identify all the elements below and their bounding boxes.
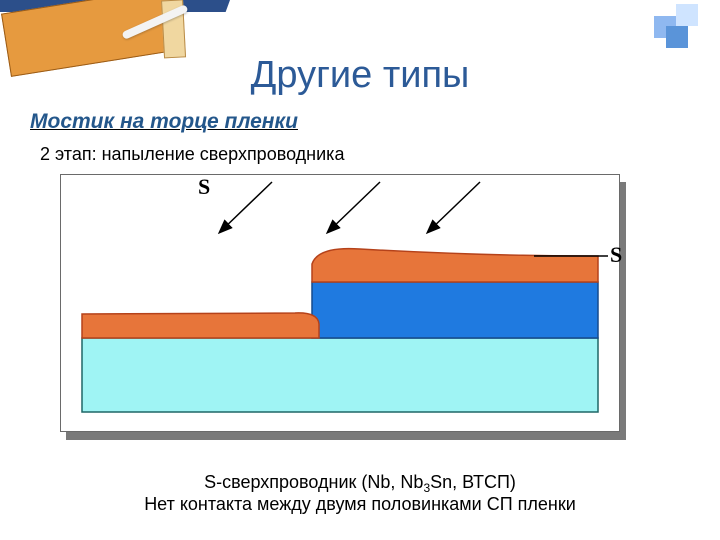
slide-subtitle: Мостик на торце пленки — [30, 110, 298, 134]
label-s-top: S — [198, 174, 210, 200]
label-s-right-text: S — [610, 242, 622, 267]
caption-line-1: S-сверхпроводник (Nb, Nb3Sn, ВТСП) — [0, 472, 720, 495]
label-s-right: S — [610, 242, 622, 268]
caption1-prefix: S-сверхпроводник (Nb, Nb — [204, 472, 423, 492]
diagram: S S — [60, 174, 620, 436]
slide: Другие типы Мостик на торце пленки 2 эта… — [0, 0, 720, 540]
caption2-text: Нет контакта между двумя половинками СП … — [144, 494, 576, 514]
step-text: 2 этап: напыление сверхпроводника — [40, 144, 344, 165]
diagram-svg — [60, 174, 620, 432]
step-text-value: 2 этап: напыление сверхпроводника — [40, 144, 344, 164]
caption1-tail: Sn, ВТСП) — [430, 472, 516, 492]
slide-title-text: Другие типы — [251, 54, 470, 96]
label-s-top-text: S — [198, 174, 210, 199]
caption-line-2: Нет контакта между двумя половинками СП … — [0, 494, 720, 515]
decor-top-left — [0, 0, 230, 80]
decor-top-right — [618, 4, 698, 54]
slide-subtitle-text: Мостик на торце пленки — [30, 110, 298, 133]
